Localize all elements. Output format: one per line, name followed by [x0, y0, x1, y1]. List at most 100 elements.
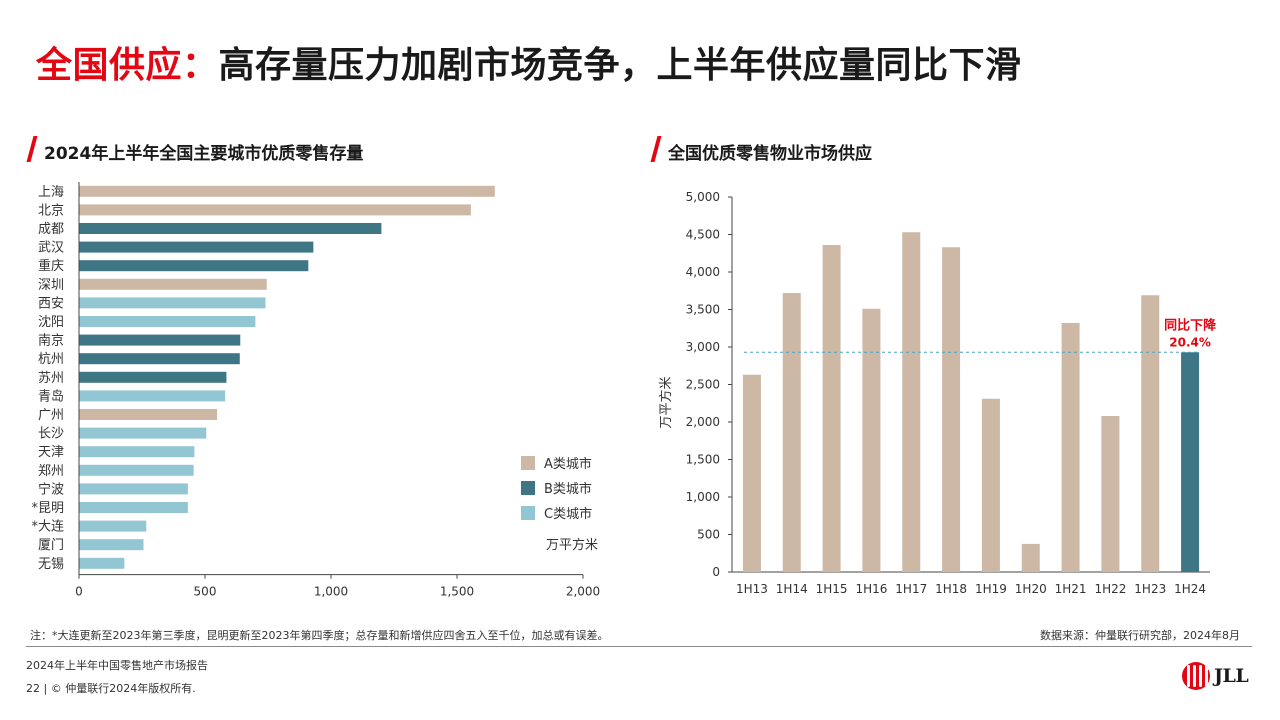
page-title-main: 高存量压力加剧市场竞争，上半年供应量同比下滑	[218, 45, 1022, 86]
x-tick-label: 1,000	[314, 585, 348, 599]
category-label: 重庆	[38, 258, 64, 274]
bar-沈阳	[79, 316, 256, 327]
bar-厦门	[79, 539, 144, 551]
x-tick-label: 1H24	[1174, 582, 1206, 596]
x-tick-label: 1H17	[895, 582, 927, 596]
category-label: 沈阳	[38, 315, 64, 330]
bar-1H19	[981, 398, 1000, 572]
y-tick-label: 4,500	[686, 228, 720, 242]
category-label: 苏州	[38, 370, 64, 386]
bar-1H18	[942, 247, 961, 572]
annotation-value: 20.4%	[1169, 335, 1211, 349]
x-tick-label: 500	[194, 585, 217, 599]
left-panel-title: 2024年上半年全国主要城市优质零售存量	[44, 144, 364, 164]
bar-1H13	[742, 374, 761, 572]
y-tick-label: 0	[712, 565, 720, 579]
legend-label-A: A类城市	[544, 456, 592, 472]
bar-1H21	[1061, 323, 1080, 572]
legend-swatch-A	[521, 456, 535, 470]
y-tick-label: 3,000	[686, 340, 720, 354]
category-label: 成都	[38, 222, 64, 237]
category-label: 广州	[38, 408, 64, 423]
left-panel-slash	[26, 136, 38, 162]
legend-label-B: B类城市	[544, 481, 592, 497]
category-label: 长沙	[38, 427, 64, 442]
bar-1H15	[822, 245, 841, 572]
jll-logo: JLL	[1182, 660, 1252, 692]
bar-深圳	[79, 278, 267, 290]
bar-1H20	[1021, 543, 1040, 572]
category-label: 深圳	[38, 278, 64, 293]
bar-昆明	[79, 502, 188, 513]
category-label: 上海	[38, 185, 64, 200]
x-tick-label: 1H22	[1094, 582, 1126, 596]
bar-重庆	[79, 260, 309, 272]
report-name: 2024年上半年中国零售地产市场报告	[26, 659, 208, 672]
jll-logo-text: JLL	[1214, 665, 1249, 687]
bar-北京	[79, 204, 471, 216]
x-tick-label: 0	[75, 585, 83, 599]
category-label: 宁波	[38, 481, 64, 497]
bar-宁波	[79, 483, 188, 495]
category-label: 北京	[38, 203, 64, 218]
bar-武汉	[79, 241, 314, 253]
data-source: 数据来源：仲量联行研究部，2024年8月	[1040, 629, 1240, 642]
bar-杭州	[79, 353, 240, 365]
legend-swatch-B	[521, 481, 535, 495]
category-label: 青岛	[38, 388, 64, 404]
page-title: 全国供应：高存量压力加剧市场竞争，上半年供应量同比下滑	[36, 36, 1022, 88]
bar-1H24	[1181, 352, 1200, 572]
y-tick-label: 3,500	[686, 303, 720, 317]
bar-青岛	[79, 390, 226, 402]
bar-成都	[79, 223, 382, 234]
bar-1H16	[862, 308, 881, 572]
x-tick-label: 1H13	[736, 582, 768, 596]
category-label: 天津	[38, 445, 64, 460]
bar-1H23	[1141, 295, 1160, 572]
bar-郑州	[79, 464, 194, 476]
bar-大连	[79, 520, 147, 532]
bar-南京	[79, 334, 241, 346]
footnote: 注：*大连更新至2023年第三季度，昆明更新至2023年第四季度；总存量和新增供…	[30, 629, 609, 642]
y-tick-label: 2,000	[686, 415, 720, 429]
page-info: 22 | © 仲量联行2024年版权所有.	[26, 680, 196, 696]
y-tick-label: 5,000	[686, 190, 720, 204]
x-tick-label: 1H18	[935, 582, 967, 596]
bar-长沙	[79, 427, 207, 439]
jll-logo-mark	[1182, 662, 1210, 690]
x-tick-label: 1H14	[776, 582, 808, 596]
bar-苏州	[79, 371, 227, 383]
copyright: | © 仲量联行2024年版权所有.	[43, 682, 196, 695]
category-label: *大连	[31, 519, 64, 535]
x-tick-label: 1H16	[855, 582, 887, 596]
y-tick-label: 500	[697, 528, 720, 542]
page-title-highlight: 全国供应：	[36, 45, 219, 86]
bar-1H14	[782, 293, 801, 572]
category-label: 无锡	[38, 557, 64, 572]
bar-天津	[79, 446, 195, 458]
category-label: 厦门	[38, 538, 64, 553]
category-label: 杭州	[38, 352, 64, 367]
right-panel-title: 全国优质零售物业市场供应	[668, 144, 872, 164]
x-tick-label: 1H15	[816, 582, 848, 596]
category-label: 西安	[38, 296, 64, 311]
supply-bar-chart: 0 500 1,000 1,500 2,000 2,500 3,000 3,500 4,000 4…	[658, 190, 1217, 596]
x-tick-label: 1H19	[975, 582, 1007, 596]
x-tick-label: 1,500	[440, 585, 474, 599]
y-axis-label: 万平方米	[658, 376, 674, 428]
page-number: 22	[26, 682, 40, 695]
right-panel-slash	[650, 136, 662, 162]
bar-1H17	[902, 232, 921, 572]
category-label: *昆明	[31, 501, 64, 516]
annotation-label: 同比下降	[1164, 317, 1217, 333]
y-tick-label: 2,500	[686, 378, 720, 392]
category-label: 郑州	[38, 464, 64, 479]
y-tick-label: 4,000	[686, 265, 720, 279]
x-tick-label: 2,000	[566, 585, 600, 599]
category-label: 武汉	[38, 241, 64, 256]
y-tick-label: 1,000	[686, 490, 720, 504]
bar-1H22	[1101, 416, 1120, 572]
y-tick-label: 1,500	[686, 453, 720, 467]
footer-divider	[26, 646, 1252, 647]
